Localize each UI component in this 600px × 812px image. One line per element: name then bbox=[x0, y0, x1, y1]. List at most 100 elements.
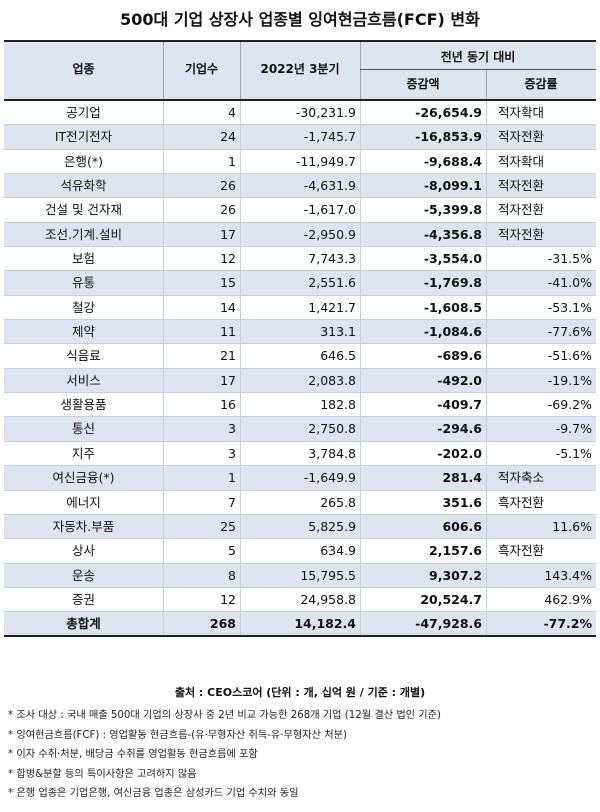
cell-divider bbox=[240, 344, 241, 368]
count-cell: 24 bbox=[220, 129, 236, 145]
cell-divider bbox=[360, 368, 361, 393]
change-cell: 2,157.6 bbox=[429, 543, 482, 559]
table-row: 유통 15 2,551.6 -1,769.8 -41.0% bbox=[4, 271, 596, 296]
q3-value-cell: 313.1 bbox=[320, 324, 356, 340]
cell-divider bbox=[163, 612, 164, 635]
change-cell: -9,688.4 bbox=[423, 153, 482, 169]
rate-cell: 적자축소 bbox=[498, 470, 545, 486]
rate-cell: -51.6% bbox=[547, 348, 592, 364]
cell-divider bbox=[240, 125, 241, 149]
q3-value-cell: 15,795.5 bbox=[300, 567, 356, 583]
count-cell: 15 bbox=[220, 275, 236, 291]
sector-cell: 생활용품 bbox=[60, 397, 107, 413]
q3-value-cell: -1,617.0 bbox=[303, 202, 356, 218]
sector-cell: 지주 bbox=[71, 445, 95, 461]
change-cell: -202.0 bbox=[437, 445, 482, 461]
table-row: 여신금융(*) 1 -1,649.9 281.4 적자축소 bbox=[4, 466, 596, 491]
rate-cell: 462.9% bbox=[544, 591, 592, 607]
q3-value-cell: 265.8 bbox=[320, 494, 356, 510]
change-cell: -1,608.5 bbox=[423, 299, 482, 315]
page-title: 500대 기업 상장사 업종별 잉여현금흐름(FCF) 변화 bbox=[120, 10, 480, 29]
cell-divider bbox=[163, 247, 164, 271]
sector-cell: 공기업 bbox=[66, 105, 101, 120]
sector-cell: 총합계 bbox=[66, 616, 101, 632]
cell-divider bbox=[486, 295, 487, 320]
sector-cell: 유통 bbox=[71, 275, 95, 291]
count-cell: 8 bbox=[228, 567, 236, 583]
cell-divider bbox=[360, 393, 361, 417]
cell-divider bbox=[163, 125, 164, 149]
table-row: 철강 14 1,421.7 -1,608.5 -53.1% bbox=[4, 295, 596, 321]
q3-value-cell: 7,743.3 bbox=[308, 251, 356, 267]
change-cell: -47,928.6 bbox=[415, 616, 482, 632]
count-cell: 1 bbox=[228, 153, 236, 169]
cell-divider bbox=[163, 417, 164, 441]
cell-divider bbox=[360, 320, 361, 344]
rate-cell: -69.2% bbox=[547, 397, 592, 413]
table-row: 식음료 21 646.5 -689.6 -51.6% bbox=[4, 344, 596, 369]
footnote: * 조사 대상 : 국내 매출 500대 기업의 상장사 중 2년 비교 가능한… bbox=[8, 710, 442, 721]
cell-divider bbox=[163, 101, 164, 125]
count-cell: 25 bbox=[220, 518, 236, 534]
header-subline bbox=[360, 69, 596, 70]
sector-cell: 자동차.부품 bbox=[52, 518, 115, 534]
table-row: 보험 12 7,743.3 -3,554.0 -31.5% bbox=[4, 247, 596, 272]
sector-cell: 에너지 bbox=[66, 494, 101, 510]
cell-divider bbox=[163, 587, 164, 612]
change-cell: -26,654.9 bbox=[415, 105, 482, 120]
cell-divider bbox=[240, 368, 241, 393]
table-row: 지주 3 3,784.8 -202.0 -5.1% bbox=[4, 441, 596, 467]
cell-divider bbox=[486, 466, 487, 490]
table-row: 제약 11 313.1 -1,084.6 -77.6% bbox=[4, 320, 596, 345]
table-row: 통신 3 2,750.8 -294.6 -9.7% bbox=[4, 417, 596, 442]
cell-divider bbox=[360, 247, 361, 271]
cell-divider bbox=[486, 125, 487, 149]
sector-cell: 제약 bbox=[71, 324, 95, 340]
total-row: 총합계 268 14,182.4 -47,928.6 -77.2% bbox=[4, 612, 596, 637]
sector-cell: 은행(*) bbox=[63, 153, 103, 169]
q3-value-cell: -1,649.9 bbox=[303, 470, 356, 486]
cell-divider bbox=[486, 612, 487, 635]
q3-value-cell: 182.8 bbox=[320, 397, 356, 413]
cell-divider bbox=[240, 271, 241, 295]
cell-divider bbox=[486, 271, 487, 295]
rate-cell: -77.2% bbox=[543, 616, 592, 632]
cell-divider bbox=[163, 539, 164, 563]
cell-divider bbox=[240, 441, 241, 466]
cell-divider bbox=[486, 149, 487, 174]
cell-divider bbox=[163, 344, 164, 368]
cell-divider bbox=[240, 198, 241, 222]
header-divider bbox=[360, 42, 361, 99]
change-cell: -294.6 bbox=[437, 421, 482, 437]
cell-divider bbox=[240, 149, 241, 174]
count-cell: 11 bbox=[220, 324, 236, 340]
cell-divider bbox=[486, 490, 487, 514]
cell-divider bbox=[163, 490, 164, 514]
rate-cell: -19.1% bbox=[547, 372, 592, 388]
count-cell: 12 bbox=[220, 251, 236, 267]
change-cell: 20,524.7 bbox=[420, 591, 482, 607]
count-cell: 1 bbox=[228, 470, 236, 486]
table-row: 공기업 4 -30,231.9 -26,654.9 적자확대 bbox=[4, 101, 596, 126]
cell-divider bbox=[486, 587, 487, 612]
footnote: * 잉여현금흐름(FCF) : 영업활동 현금흐름-(유·무형자산 취득-유·무… bbox=[8, 729, 347, 741]
q3-value-cell: 1,421.7 bbox=[308, 299, 356, 315]
cell-divider bbox=[486, 198, 487, 222]
change-cell: -16,853.9 bbox=[415, 129, 482, 145]
count-cell: 26 bbox=[220, 202, 236, 218]
q3-value-cell: -2,950.9 bbox=[303, 226, 356, 242]
change-cell: 606.6 bbox=[442, 518, 482, 534]
header-divider bbox=[163, 42, 164, 99]
table-body: 공기업 4 -30,231.9 -26,654.9 적자확대 IT전기전자 24 -1,745… bbox=[4, 101, 596, 637]
cell-divider bbox=[163, 222, 164, 247]
cell-divider bbox=[240, 247, 241, 271]
table-row: 자동차.부품 25 5,825.9 606.6 11.6% bbox=[4, 514, 596, 540]
sector-cell: 석유화학 bbox=[60, 178, 107, 194]
sector-cell: 보험 bbox=[71, 251, 95, 267]
table-row: 상사 5 634.9 2,157.6 흑자전환 bbox=[4, 539, 596, 564]
header-count: 기업수 bbox=[184, 62, 219, 76]
cell-divider bbox=[486, 417, 487, 441]
q3-value-cell: 2,551.6 bbox=[308, 275, 356, 291]
sector-cell: 서비스 bbox=[66, 372, 101, 388]
